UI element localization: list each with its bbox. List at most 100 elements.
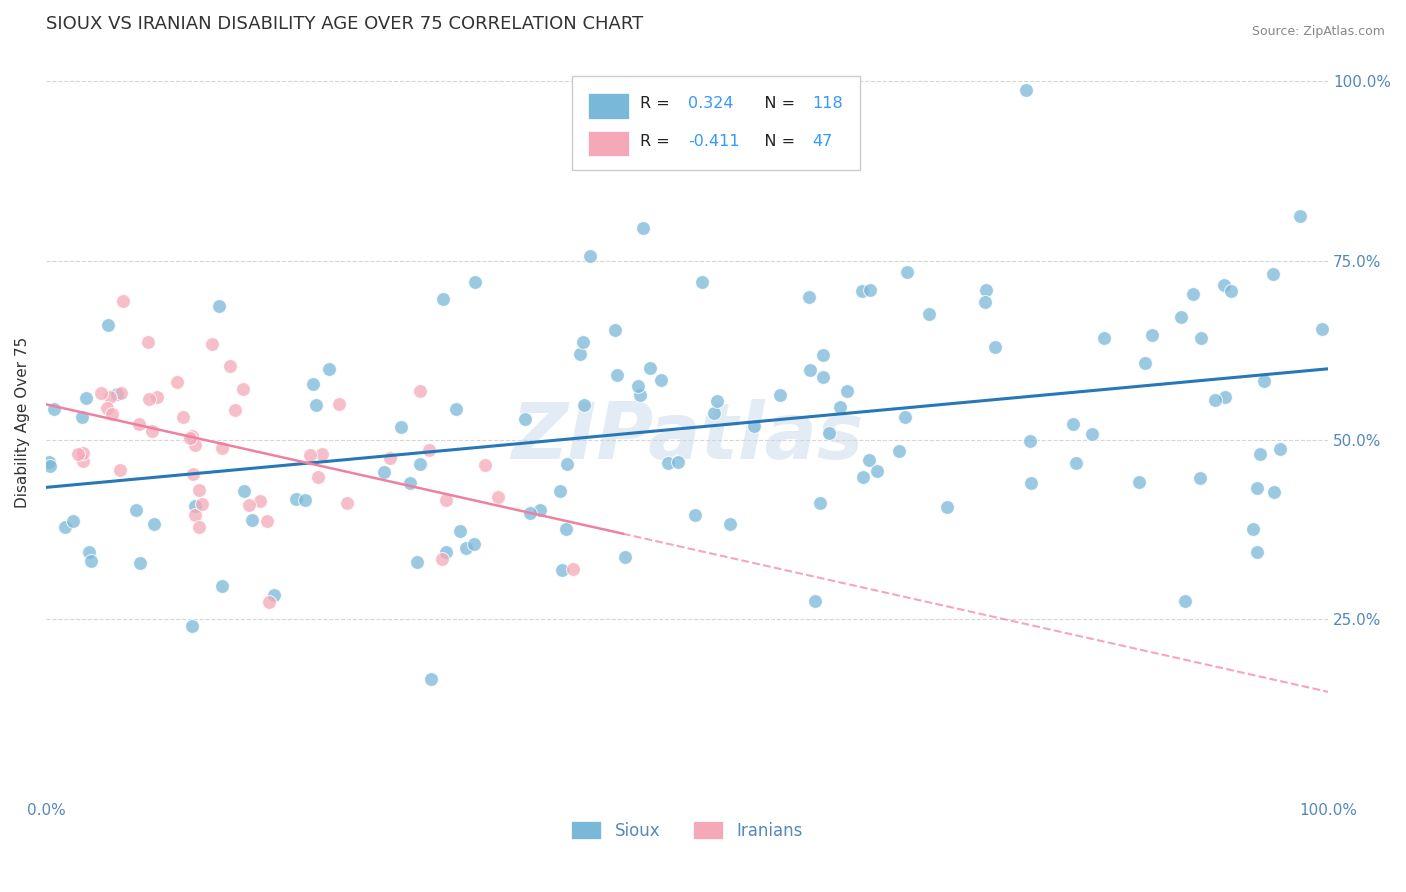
Point	[373, 465, 395, 479]
Y-axis label: Disability Age Over 75: Disability Age Over 75	[15, 336, 30, 508]
Point	[1215, 391, 1237, 405]
Point	[97, 318, 120, 332]
Point	[311, 447, 333, 461]
Point	[1019, 475, 1042, 490]
Point	[419, 672, 441, 686]
Point	[128, 417, 150, 431]
Point	[606, 368, 628, 382]
Point	[336, 496, 359, 510]
Point	[896, 265, 918, 279]
Point	[211, 441, 233, 455]
Point	[444, 401, 467, 416]
Point	[1261, 268, 1284, 282]
Point	[98, 390, 121, 404]
Text: R =: R =	[640, 134, 675, 149]
Point	[650, 373, 672, 387]
Point	[408, 458, 430, 472]
Point	[866, 464, 889, 478]
Point	[1064, 456, 1087, 470]
FancyBboxPatch shape	[588, 93, 630, 119]
Point	[519, 506, 541, 520]
Point	[578, 249, 600, 263]
Point	[259, 595, 281, 609]
Point	[631, 221, 654, 235]
Point	[136, 334, 159, 349]
Point	[62, 514, 84, 528]
Point	[110, 385, 132, 400]
Point	[1310, 322, 1333, 336]
FancyBboxPatch shape	[572, 76, 860, 169]
Point	[1189, 330, 1212, 344]
Point	[835, 384, 858, 398]
Point	[101, 407, 124, 421]
Point	[935, 500, 957, 515]
Point	[72, 454, 94, 468]
Point	[568, 347, 591, 361]
Point	[551, 563, 574, 577]
Point	[96, 401, 118, 415]
Point	[232, 483, 254, 498]
Point	[515, 412, 537, 426]
Point	[389, 419, 412, 434]
Point	[256, 515, 278, 529]
Point	[1128, 475, 1150, 489]
Point	[406, 555, 429, 569]
Point	[184, 500, 207, 514]
Point	[474, 458, 496, 472]
Point	[180, 618, 202, 632]
Point	[1220, 284, 1243, 298]
Point	[638, 361, 661, 376]
Point	[918, 307, 941, 321]
Point	[294, 492, 316, 507]
Point	[1170, 310, 1192, 324]
Point	[797, 290, 820, 304]
Point	[603, 323, 626, 337]
Legend: Sioux, Iranians: Sioux, Iranians	[564, 814, 810, 847]
Point	[75, 391, 97, 405]
Text: -0.411: -0.411	[689, 134, 740, 149]
Point	[67, 447, 90, 461]
Point	[181, 467, 204, 481]
Point	[218, 359, 240, 373]
Point	[1092, 331, 1115, 345]
Point	[852, 469, 875, 483]
Point	[706, 394, 728, 409]
Point	[38, 455, 60, 469]
Point	[799, 363, 821, 377]
Point	[143, 516, 166, 531]
Point	[1249, 447, 1271, 461]
Point	[249, 493, 271, 508]
Point	[399, 475, 422, 490]
Point	[184, 438, 207, 452]
Point	[138, 392, 160, 407]
Point	[1204, 392, 1226, 407]
Point	[1189, 471, 1212, 485]
Point	[1241, 522, 1264, 536]
Text: 118: 118	[813, 96, 844, 112]
Point	[318, 362, 340, 376]
Point	[830, 400, 852, 414]
Point	[1289, 209, 1312, 223]
Point	[184, 508, 207, 522]
Point	[200, 336, 222, 351]
Point	[141, 424, 163, 438]
Point	[224, 403, 246, 417]
Point	[1140, 327, 1163, 342]
Point	[818, 425, 841, 440]
Point	[172, 409, 194, 424]
Point	[1270, 442, 1292, 457]
Point	[851, 284, 873, 298]
Point	[70, 410, 93, 425]
Point	[1263, 485, 1285, 500]
Point	[305, 398, 328, 412]
Point	[124, 502, 146, 516]
Point	[328, 397, 350, 411]
Point	[298, 448, 321, 462]
Point	[742, 419, 765, 434]
Point	[858, 453, 880, 467]
Point	[628, 388, 651, 402]
Point	[894, 409, 917, 424]
Text: 0.324: 0.324	[689, 96, 734, 112]
Point	[90, 386, 112, 401]
Point	[408, 384, 430, 398]
